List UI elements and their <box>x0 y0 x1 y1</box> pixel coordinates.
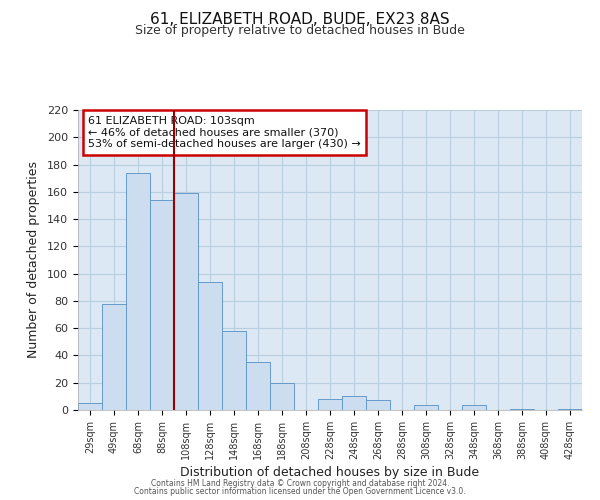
Bar <box>150 200 174 410</box>
Y-axis label: Number of detached properties: Number of detached properties <box>27 162 40 358</box>
Bar <box>558 408 582 410</box>
Bar <box>198 282 222 410</box>
Bar <box>126 172 150 410</box>
Bar <box>510 408 534 410</box>
Bar <box>174 193 198 410</box>
Text: Size of property relative to detached houses in Bude: Size of property relative to detached ho… <box>135 24 465 37</box>
Bar <box>366 400 390 410</box>
Bar <box>78 403 102 410</box>
Bar <box>102 304 126 410</box>
Bar <box>462 404 486 410</box>
Text: 61, ELIZABETH ROAD, BUDE, EX23 8AS: 61, ELIZABETH ROAD, BUDE, EX23 8AS <box>150 12 450 28</box>
Text: 61 ELIZABETH ROAD: 103sqm
← 46% of detached houses are smaller (370)
53% of semi: 61 ELIZABETH ROAD: 103sqm ← 46% of detac… <box>88 116 361 149</box>
Text: Contains HM Land Registry data © Crown copyright and database right 2024.: Contains HM Land Registry data © Crown c… <box>151 478 449 488</box>
Bar <box>270 382 294 410</box>
Bar <box>414 404 438 410</box>
Bar <box>342 396 366 410</box>
X-axis label: Distribution of detached houses by size in Bude: Distribution of detached houses by size … <box>181 466 479 479</box>
Bar <box>222 331 246 410</box>
Bar <box>318 399 342 410</box>
Bar <box>246 362 270 410</box>
Text: Contains public sector information licensed under the Open Government Licence v3: Contains public sector information licen… <box>134 488 466 496</box>
